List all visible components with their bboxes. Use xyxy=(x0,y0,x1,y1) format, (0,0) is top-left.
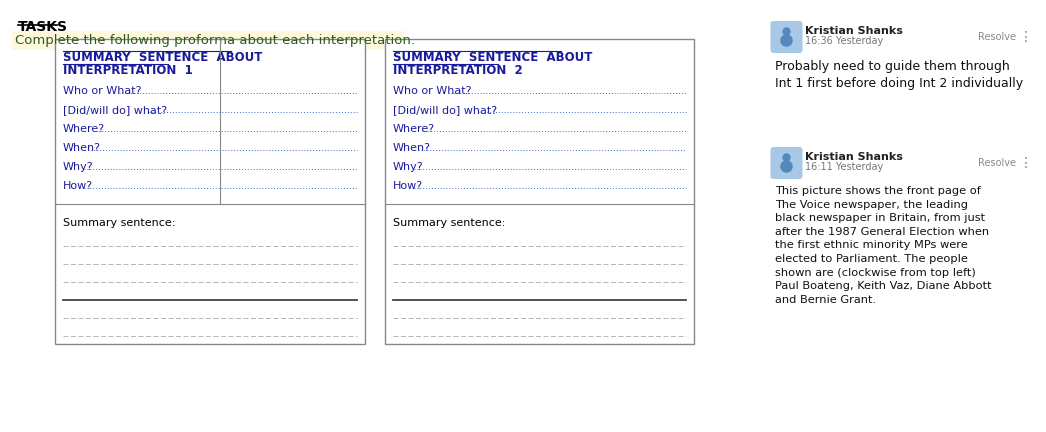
Text: [Did/will do] what?: [Did/will do] what? xyxy=(392,105,497,115)
Text: Who or What?: Who or What? xyxy=(63,86,141,96)
FancyBboxPatch shape xyxy=(768,138,1038,310)
Text: INTERPRETATION  2: INTERPRETATION 2 xyxy=(392,64,522,77)
Text: How?: How? xyxy=(392,181,423,191)
Text: When?: When? xyxy=(63,143,101,153)
Text: This picture shows the front page of
The Voice newspaper, the leading
black news: This picture shows the front page of The… xyxy=(775,186,992,305)
Text: Complete the following proforma about each interpretation.: Complete the following proforma about ea… xyxy=(15,34,415,47)
Text: SUMMARY  SENTENCE  ABOUT: SUMMARY SENTENCE ABOUT xyxy=(392,51,592,64)
Text: Kristian Shanks: Kristian Shanks xyxy=(805,26,904,36)
Text: How?: How? xyxy=(63,181,93,191)
Text: When?: When? xyxy=(392,143,431,153)
Text: [Did/will do] what?: [Did/will do] what? xyxy=(63,105,167,115)
Text: Summary sentence:: Summary sentence: xyxy=(392,218,505,228)
Text: TASKS: TASKS xyxy=(18,20,68,34)
Text: Summary sentence:: Summary sentence: xyxy=(63,218,176,228)
Text: Why?: Why? xyxy=(63,162,93,172)
FancyBboxPatch shape xyxy=(768,12,1038,130)
FancyBboxPatch shape xyxy=(385,39,695,344)
Text: ⋮: ⋮ xyxy=(1019,156,1032,170)
Text: Who or What?: Who or What? xyxy=(392,86,471,96)
Text: SUMMARY  SENTENCE  ABOUT: SUMMARY SENTENCE ABOUT xyxy=(63,51,263,64)
Text: Kristian Shanks: Kristian Shanks xyxy=(805,152,904,162)
FancyBboxPatch shape xyxy=(771,147,802,179)
Text: 16:11 Yesterday: 16:11 Yesterday xyxy=(805,162,884,172)
Text: Where?: Where? xyxy=(392,124,435,134)
Text: ⋮: ⋮ xyxy=(1019,30,1032,44)
FancyBboxPatch shape xyxy=(771,21,802,53)
Text: Probably need to guide them through
Int 1 first before doing Int 2 individually: Probably need to guide them through Int … xyxy=(775,60,1024,90)
Text: Resolve: Resolve xyxy=(978,158,1016,168)
Text: 16:36 Yesterday: 16:36 Yesterday xyxy=(805,36,884,46)
FancyBboxPatch shape xyxy=(12,31,404,50)
Text: Why?: Why? xyxy=(392,162,424,172)
FancyBboxPatch shape xyxy=(55,39,365,344)
Text: INTERPRETATION  1: INTERPRETATION 1 xyxy=(63,64,192,77)
Text: Resolve: Resolve xyxy=(978,32,1016,42)
Text: Where?: Where? xyxy=(63,124,105,134)
